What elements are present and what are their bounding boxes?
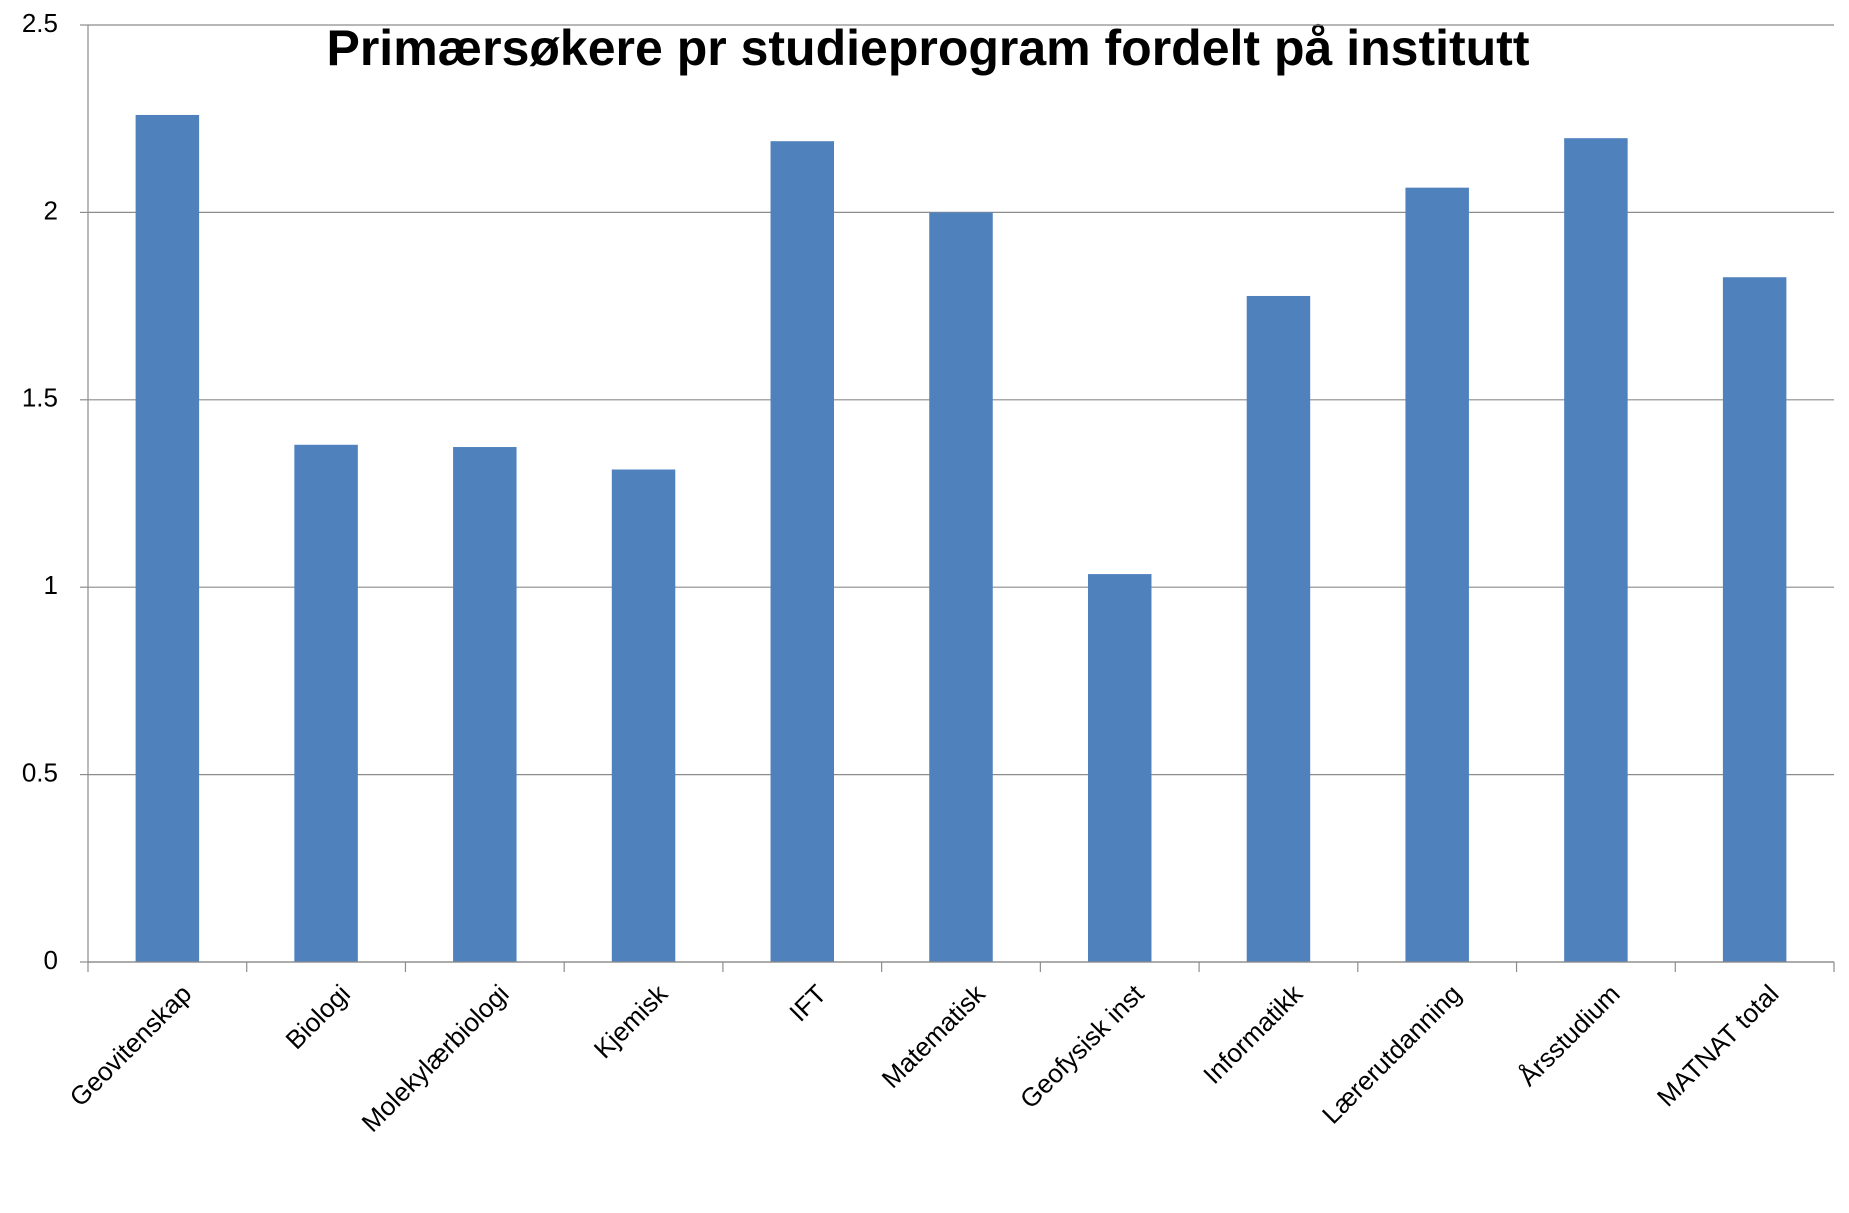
y-tick-label: 1 bbox=[44, 570, 58, 600]
bar bbox=[1722, 277, 1787, 963]
bar bbox=[929, 212, 993, 962]
x-tick-label: Kjemisk bbox=[588, 978, 674, 1064]
x-tick-label: Molekylærbiologi bbox=[355, 979, 514, 1138]
chart-title: Primærsøkere pr studieprogram fordelt på… bbox=[327, 20, 1530, 76]
x-tick-label: Årsstudium bbox=[1513, 979, 1626, 1092]
x-tick-label: Geofysisk inst bbox=[1014, 978, 1150, 1114]
x-tick-label: Informatikk bbox=[1197, 978, 1309, 1090]
y-tick-label: 2.5 bbox=[22, 8, 58, 38]
bar bbox=[1405, 187, 1469, 962]
bar bbox=[1087, 574, 1152, 962]
bar bbox=[1246, 295, 1311, 962]
x-tick-label: Matematisk bbox=[876, 978, 992, 1094]
x-tick-label: MATNAT total bbox=[1651, 979, 1785, 1113]
y-tick-label: 0 bbox=[44, 945, 58, 975]
bar bbox=[135, 114, 200, 962]
y-tick-label: 2 bbox=[44, 195, 58, 225]
y-tick-label: 1.5 bbox=[22, 383, 58, 413]
bar bbox=[770, 141, 835, 963]
y-tick-label: 0.5 bbox=[22, 757, 58, 787]
x-tick-label: IFT bbox=[783, 979, 832, 1028]
bar bbox=[1564, 138, 1628, 963]
bar bbox=[611, 469, 676, 962]
x-tick-label: Biologi bbox=[280, 979, 356, 1055]
bar bbox=[453, 447, 517, 963]
x-tick-label: Geovitenskap bbox=[64, 979, 198, 1113]
bar bbox=[294, 444, 358, 962]
x-tick-label: Lærerutdanning bbox=[1316, 979, 1467, 1130]
